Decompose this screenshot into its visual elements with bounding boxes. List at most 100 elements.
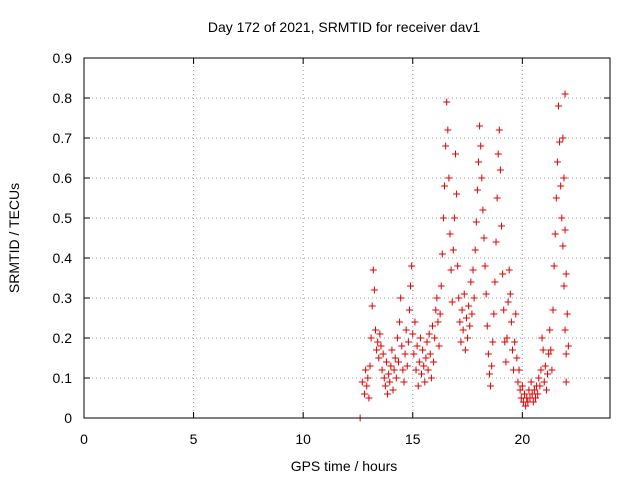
data-point <box>453 190 461 198</box>
data-point <box>415 358 423 366</box>
data-point <box>400 378 408 386</box>
data-point <box>454 262 462 270</box>
y-tick-label: 0.8 <box>53 90 73 106</box>
data-point <box>492 238 500 246</box>
data-point <box>407 282 415 290</box>
chart-title: Day 172 of 2021, SRMTID for receiver dav… <box>208 19 481 35</box>
x-tick-label: 20 <box>515 431 531 447</box>
data-point <box>539 346 547 354</box>
x-tick-label: 15 <box>405 431 421 447</box>
axis-ticks: 0 0.1 0.2 0.3 0.4 0.5 0.6 0.7 0.8 0.9 0 5 10 15 20 <box>53 50 610 447</box>
data-point <box>374 338 382 346</box>
data-point <box>445 174 453 182</box>
data-point <box>390 366 398 374</box>
data-point <box>444 126 452 134</box>
data-point <box>554 102 562 110</box>
data-point <box>447 266 455 274</box>
data-point <box>511 338 519 346</box>
data-point <box>485 370 493 378</box>
data-point <box>416 334 424 342</box>
data-point <box>459 326 467 334</box>
data-point <box>466 322 474 330</box>
data-point <box>499 270 507 278</box>
data-point <box>385 370 393 378</box>
data-point <box>420 362 428 370</box>
data-point <box>557 182 565 190</box>
data-point <box>514 378 522 386</box>
data-point <box>422 354 430 362</box>
data-point <box>478 174 486 182</box>
data-point <box>441 182 449 190</box>
data-point <box>561 326 569 334</box>
data-point <box>489 338 497 346</box>
data-point <box>488 362 496 370</box>
data-point <box>559 134 567 142</box>
data-point <box>388 346 396 354</box>
data-point <box>399 366 407 374</box>
data-point <box>368 302 376 310</box>
data-point <box>518 382 526 390</box>
data-point <box>461 346 469 354</box>
data-point <box>405 306 413 314</box>
data-point <box>482 290 490 298</box>
data-point <box>564 342 572 350</box>
data-point <box>538 334 546 342</box>
data-point <box>382 358 390 366</box>
data-points <box>356 90 572 422</box>
y-tick-label: 0.5 <box>53 210 73 226</box>
data-point <box>551 230 559 238</box>
data-point <box>472 218 480 226</box>
data-point <box>500 306 508 314</box>
y-tick-label: 0.1 <box>53 370 73 386</box>
data-point <box>457 338 465 346</box>
data-point <box>465 302 473 310</box>
data-point <box>550 262 558 270</box>
data-point <box>547 346 555 354</box>
x-axis-label: GPS time / hours <box>291 458 398 474</box>
data-point <box>375 354 383 362</box>
data-point <box>464 334 472 342</box>
data-point <box>403 362 411 370</box>
data-point <box>433 294 441 302</box>
data-point <box>561 90 569 98</box>
data-point <box>386 378 394 386</box>
data-point <box>446 230 454 238</box>
data-point <box>513 354 521 362</box>
data-point <box>361 390 369 398</box>
data-point <box>562 270 570 278</box>
data-point <box>448 298 456 306</box>
data-point <box>504 298 512 306</box>
data-point <box>436 310 444 318</box>
data-point <box>559 242 567 250</box>
data-point <box>471 246 479 254</box>
data-point <box>469 266 477 274</box>
data-point <box>558 214 566 222</box>
data-point <box>561 226 569 234</box>
data-point <box>563 310 571 318</box>
x-tick-label: 10 <box>295 431 311 447</box>
data-point <box>380 374 388 382</box>
data-point <box>540 378 548 386</box>
data-point <box>432 306 440 314</box>
data-point <box>553 158 561 166</box>
data-point <box>503 334 511 342</box>
data-point <box>364 374 372 382</box>
data-point <box>542 386 550 394</box>
data-point <box>439 214 447 222</box>
data-point <box>434 318 442 326</box>
data-point <box>506 290 514 298</box>
data-point <box>451 150 459 158</box>
data-point <box>516 386 524 394</box>
y-tick-label: 0.7 <box>53 130 73 146</box>
data-point <box>483 322 491 330</box>
data-point <box>548 366 556 374</box>
y-tick-label: 0.2 <box>53 330 73 346</box>
data-point <box>515 366 523 374</box>
data-point <box>487 382 495 390</box>
data-point <box>397 294 405 302</box>
data-point <box>507 318 515 326</box>
data-point <box>458 306 466 314</box>
y-tick-label: 0.6 <box>53 170 73 186</box>
data-point <box>421 378 429 386</box>
data-point <box>505 266 513 274</box>
